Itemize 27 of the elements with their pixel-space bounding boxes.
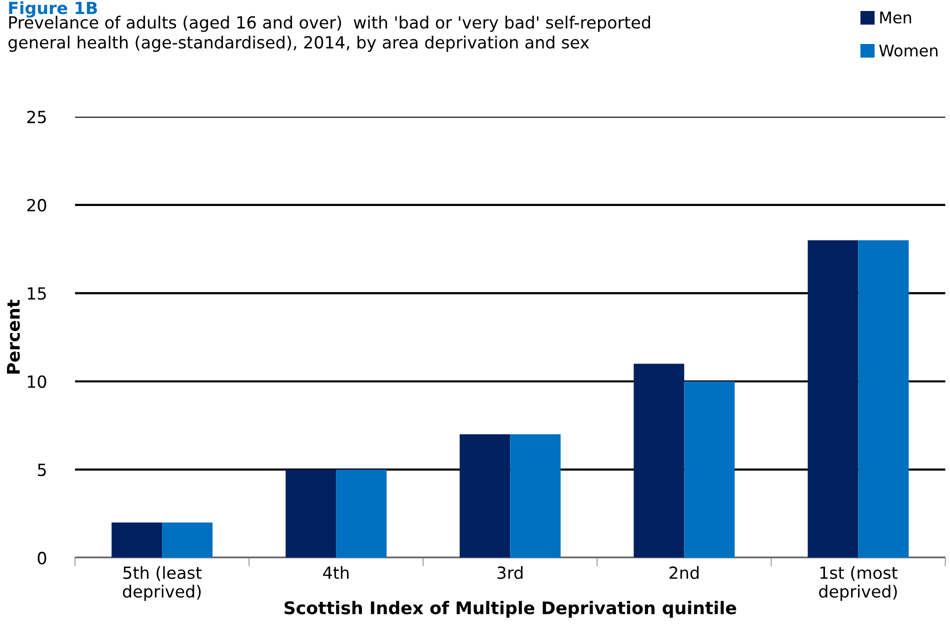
bar <box>286 470 336 558</box>
y-tick-label: 25 <box>27 110 46 124</box>
x-tick-label: 4th <box>323 566 349 579</box>
legend-label: Men <box>880 12 912 24</box>
bar <box>336 470 387 558</box>
y-tick-label: 0 <box>38 552 46 564</box>
chart-title: Figure 1B <box>9 1 97 18</box>
y-tick-label: 10 <box>28 375 46 388</box>
bar <box>634 364 684 558</box>
y-tick-label: 15 <box>28 287 46 300</box>
bar <box>858 240 909 558</box>
x-tick-label: 2nd <box>670 566 699 580</box>
x-tick-label: 1st (most deprived) <box>819 566 898 601</box>
x-axis-title: Scottish Index of Multiple Deprivation quintile <box>284 600 736 618</box>
bar <box>162 522 213 558</box>
bar <box>510 434 561 558</box>
bar <box>460 434 510 558</box>
legend-label: Women <box>879 44 938 57</box>
bar <box>808 240 858 558</box>
y-axis-title: Percent <box>7 300 20 374</box>
y-tick-label: 5 <box>38 464 46 476</box>
x-tick-label: 3rd <box>498 566 523 580</box>
y-tick-label: 20 <box>27 198 46 212</box>
chart-subtitle: Prevelance of adults (aged 16 and over) with 'bad or 'very bad' self-reported general health (age-standardised), 2014, by area deprivation and sex <box>8 16 650 52</box>
bar <box>112 522 162 558</box>
x-tick-label: 5th (least deprived) <box>122 566 202 601</box>
bar <box>684 381 735 558</box>
